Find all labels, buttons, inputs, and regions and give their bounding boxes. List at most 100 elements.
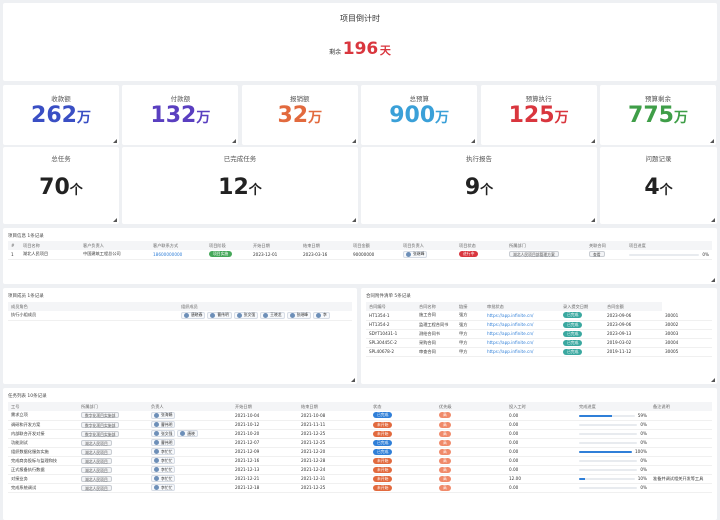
task-dept-tag[interactable]: 湖北人民项目 — [81, 484, 112, 491]
column-header[interactable]: 完成进度 — [576, 402, 650, 411]
owner-chip[interactable]: 李忙忙 — [151, 466, 176, 473]
column-header[interactable]: 所属部门 — [78, 402, 148, 411]
table-row[interactable]: SDYT10431-1 测绘合同书 甲方 https://app.infinite.c… — [366, 329, 712, 339]
task-dept-tag[interactable]: 湖北人民项目 — [81, 466, 112, 473]
doc-link[interactable]: https://app.infinite.cn/ — [484, 338, 560, 348]
task-dept-tag[interactable]: 数字化项目实施部 — [81, 421, 120, 428]
doc-link[interactable]: https://app.infinite.cn/ — [484, 347, 560, 357]
member-chip[interactable]: 唐晓春 — [181, 311, 206, 319]
task-dept-tag[interactable]: 湖北人民项目 — [81, 439, 112, 446]
member-chip[interactable]: 李 — [312, 311, 330, 319]
table-row[interactable]: HT1354-1 施工合同 强方 https://app.infinite.cn/已完… — [366, 311, 712, 321]
column-header[interactable]: 优先级 — [436, 402, 506, 411]
resize-handle[interactable] — [590, 139, 595, 143]
owner-chip[interactable]: 唐晓 — [177, 430, 198, 437]
column-header[interactable]: 项目进度 — [626, 241, 712, 250]
table-row[interactable]: 完成系统调试 湖北人民项目 李忙忙 2021-12-18 2021-12-25 未开始 高 0… — [8, 483, 712, 493]
column-header[interactable]: 开始日期 — [232, 402, 298, 411]
column-header[interactable]: # — [8, 241, 20, 250]
table-row[interactable]: SPL30445C-2 采购合同 甲方 https://app.infinite.cn… — [366, 338, 712, 348]
column-header[interactable]: 链接 — [456, 302, 484, 311]
task-name[interactable]: 需求立项 — [8, 411, 78, 421]
column-header[interactable]: 结束日期 — [298, 402, 370, 411]
resize-handle[interactable] — [591, 218, 595, 222]
task-name[interactable]: 功能测试 — [8, 438, 78, 448]
column-header[interactable]: 开始日期 — [250, 241, 300, 250]
table-row[interactable]: 内部联合开发对接 数字化项目实施部 张文强 唐晓 2021-10-20 2021-12-2… — [8, 429, 712, 439]
table-row[interactable]: HT1354-2 监理工程合同书 强方 https://app.infinite.cn… — [366, 320, 712, 330]
owner-chip[interactable]: 张文强 — [151, 430, 176, 437]
resize-handle[interactable] — [711, 278, 715, 282]
table-row[interactable]: 组织数据化服务实施 湖北人民项目 李忙忙 2021-12-09 2021-12-20 已完… — [8, 447, 712, 457]
column-header[interactable]: 项目金额 — [350, 241, 400, 250]
column-header[interactable]: 项目状态 — [456, 241, 506, 250]
resize-handle[interactable] — [351, 378, 355, 382]
table-row[interactable]: 执行小组成员 唐晓春 曹伟明 张文强 王晓龙 张继峰 李 — [8, 311, 352, 321]
column-header[interactable]: 投入工时 — [506, 402, 576, 411]
resize-handle[interactable] — [711, 378, 715, 382]
client-phone[interactable]: 18600000000 — [150, 250, 206, 260]
resize-handle[interactable] — [352, 218, 356, 222]
doc-link[interactable]: https://app.infinite.cn/ — [484, 320, 560, 330]
resize-handle[interactable] — [232, 139, 237, 143]
column-header[interactable]: 合同金额 — [604, 302, 662, 311]
task-name[interactable]: 对接业务 — [8, 474, 78, 484]
column-header[interactable]: 项目名称 — [20, 241, 80, 250]
column-header[interactable]: 项目负责人 — [400, 241, 456, 250]
task-dept-tag[interactable]: 湖北人民项目 — [81, 457, 112, 464]
column-header[interactable]: 工号 — [8, 402, 78, 411]
resize-handle[interactable] — [113, 218, 117, 222]
member-chip[interactable]: 王晓龙 — [260, 311, 285, 319]
member-chip[interactable]: 张继峰 — [286, 311, 311, 319]
owner-chip[interactable]: 李忙忙 — [151, 484, 176, 491]
member-chip[interactable]: 曹伟明 — [207, 311, 232, 319]
resize-handle[interactable] — [710, 139, 714, 143]
column-header[interactable]: 负责人 — [148, 402, 232, 411]
column-header[interactable]: 项目阶段 — [206, 241, 250, 250]
column-header[interactable]: 合同名称 — [416, 302, 456, 311]
column-header[interactable]: 关联合同 — [586, 241, 626, 250]
column-header[interactable]: 状态 — [370, 402, 436, 411]
table-row[interactable]: 对接业务 湖北人民项目 李忙忙 2021-12-21 2021-12-31 未开始 高 12.… — [8, 474, 712, 484]
task-name[interactable]: 组织数据化服务实施 — [8, 447, 78, 457]
task-dept-tag[interactable]: 湖北人民项目 — [81, 475, 112, 482]
table-row[interactable]: 正式报备执行数据 湖北人民项目 李忙忙 2021-12-13 2021-12-24 未开始… — [8, 465, 712, 475]
task-name[interactable]: 完成商务投标与监理和技 — [8, 456, 78, 466]
table-row[interactable]: 调研和开发方案 数字化项目实施部 曹伟明 2021-10-12 2021-11-11 未开… — [8, 420, 712, 430]
table-row[interactable]: 完成商务投标与监理和技 湖北人民项目 李忙忙 2021-12-16 2021-12-28… — [8, 456, 712, 466]
doc-link[interactable]: https://app.infinite.cn/ — [484, 329, 560, 339]
column-header[interactable]: 录入提交日期 — [560, 302, 604, 311]
table-row[interactable]: 1 湖北人民项目 中国建筑工程总公司 18600000000 项目实施 2023… — [8, 250, 712, 260]
member-chip[interactable]: 张文强 — [233, 311, 259, 319]
doc-link[interactable]: https://app.infinite.cn/ — [484, 311, 560, 321]
task-name[interactable]: 正式报备执行数据 — [8, 465, 78, 475]
task-dept-tag[interactable]: 数字化项目实施部 — [81, 412, 120, 419]
column-header[interactable]: 审批状态 — [484, 302, 560, 311]
owner-chip[interactable]: 曹伟明 — [151, 421, 176, 428]
owner-chip[interactable]: 李忙忙 — [151, 457, 176, 464]
resize-handle[interactable] — [351, 139, 356, 143]
owner-chip[interactable]: 曹伟明 — [151, 439, 176, 446]
task-dept-tag[interactable]: 湖北人民项目 — [81, 448, 112, 455]
dept-tag[interactable]: 湖北人民项目部管理方案 — [509, 251, 559, 258]
task-name[interactable]: 内部联合开发对接 — [8, 429, 78, 439]
owner-chip[interactable]: 张继峰 — [403, 250, 428, 258]
owner-chip[interactable]: 李忙忙 — [151, 475, 176, 482]
contract-link[interactable]: 查看 — [589, 251, 605, 258]
resize-handle[interactable] — [113, 139, 117, 143]
column-header[interactable]: 结束日期 — [300, 241, 350, 250]
column-header[interactable]: 合同编号 — [366, 302, 416, 311]
owner-chip[interactable]: 张海娟 — [151, 411, 176, 419]
resize-handle[interactable] — [711, 218, 715, 222]
column-header[interactable]: 客户联系方式 — [150, 241, 206, 250]
task-name[interactable]: 调研和开发方案 — [8, 420, 78, 430]
project-name[interactable]: 湖北人民项目 — [20, 250, 80, 260]
task-name[interactable]: 完成系统调试 — [8, 483, 78, 493]
column-header[interactable]: 备注说明 — [650, 402, 712, 411]
table-row[interactable]: SPL40678-2 审查合同 甲方 https://app.infinite.cn/… — [366, 347, 712, 357]
task-dept-tag[interactable]: 数字化项目实施部 — [81, 430, 120, 437]
column-header[interactable]: 客户负责人 — [80, 241, 150, 250]
resize-handle[interactable] — [471, 139, 476, 143]
owner-chip[interactable]: 李忙忙 — [151, 448, 176, 455]
column-header[interactable]: 成员角色 — [8, 302, 178, 311]
